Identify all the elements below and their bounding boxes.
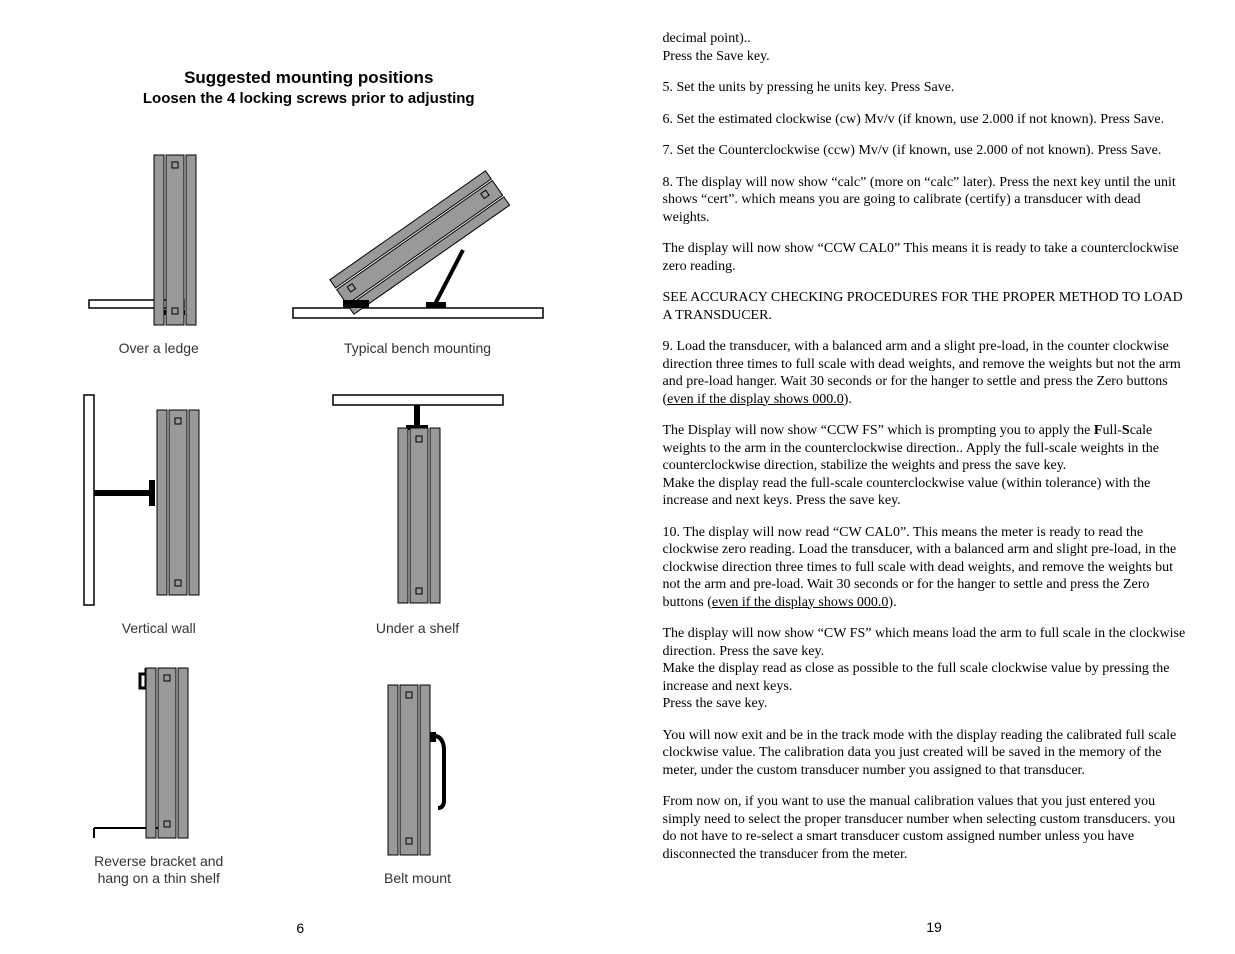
caption-ledge: Over a ledge <box>119 340 199 357</box>
caption-bench: Typical bench mounting <box>344 340 491 357</box>
diagram-shelf: Under a shelf <box>288 377 548 637</box>
p6: SEE ACCURACY CHECKING PROCEDURES FOR THE… <box>663 289 1191 324</box>
p0b: Press the Save key. <box>663 48 1191 66</box>
p5: The display will now show “CCW CAL0” Thi… <box>663 240 1191 275</box>
p2: 6. Set the estimated clockwise (cw) Mv/v… <box>663 111 1191 129</box>
caption-reverse: Reverse bracket and hang on a thin shelf <box>94 853 223 887</box>
p10: The display will now show “CW FS” which … <box>663 625 1191 713</box>
p0a: decimal point).. <box>663 30 1191 48</box>
bench-icon <box>288 130 548 330</box>
heading-sub: Loosen the 4 locking screws prior to adj… <box>45 90 573 107</box>
right-page: decimal point).. Press the Save key. 5. … <box>618 0 1235 954</box>
p11: You will now exit and be in the track mo… <box>663 727 1191 780</box>
p1: 5. Set the units by pressing he units ke… <box>663 79 1191 97</box>
page-number-right: 19 <box>926 919 942 937</box>
diagram-over-ledge: Over a ledge <box>70 127 248 357</box>
reverse-icon <box>84 663 234 843</box>
belt-icon <box>358 680 478 860</box>
wall-icon <box>79 390 239 610</box>
diagram-belt: Belt mount <box>288 657 548 887</box>
diagram-grid: Over a ledge Typical bench <box>70 127 548 887</box>
diagram-bench: Typical bench mounting <box>288 127 548 357</box>
p8: The Display will now show “CCW FS” which… <box>663 422 1191 510</box>
diagram-reverse: Reverse bracket and hang on a thin shelf <box>70 657 248 887</box>
p9: 10. The display will now read “CW CAL0”.… <box>663 524 1191 612</box>
heading-main: Suggested mounting positions <box>45 68 573 88</box>
caption-belt: Belt mount <box>384 870 451 887</box>
p7: 9. Load the transducer, with a balanced … <box>663 338 1191 408</box>
page-number-left: 6 <box>296 920 304 936</box>
ledge-icon <box>84 150 234 330</box>
p3: 7. Set the Counterclockwise (ccw) Mv/v (… <box>663 142 1191 160</box>
caption-wall: Vertical wall <box>122 620 196 637</box>
diagram-wall: Vertical wall <box>70 377 248 637</box>
shelf-icon <box>328 390 508 610</box>
caption-shelf: Under a shelf <box>376 620 459 637</box>
left-page: Suggested mounting positions Loosen the … <box>0 0 618 954</box>
heading-block: Suggested mounting positions Loosen the … <box>45 68 573 107</box>
p4: 8. The display will now show “calc” (mor… <box>663 174 1191 227</box>
p12: From now on, if you want to use the manu… <box>663 793 1191 863</box>
